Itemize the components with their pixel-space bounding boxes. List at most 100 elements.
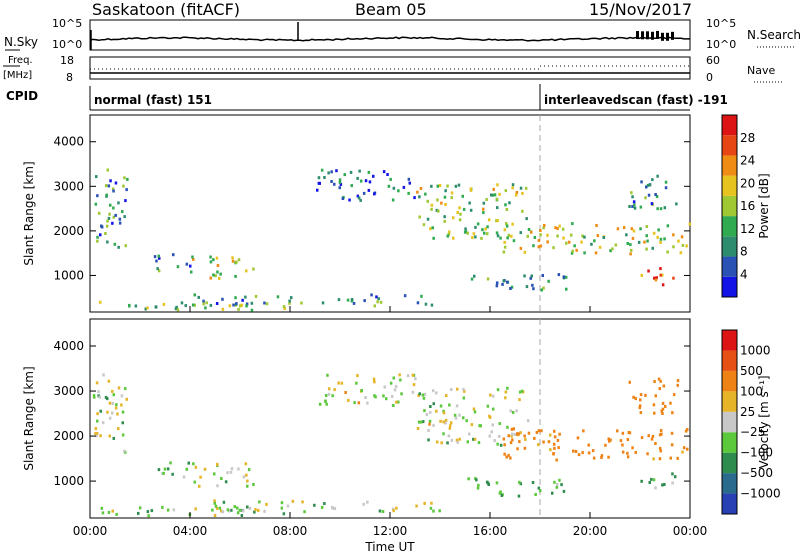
power-cell	[323, 176, 326, 179]
power-cell	[637, 240, 641, 244]
power-cell	[218, 276, 221, 280]
velocity-colorbar-segment	[722, 473, 737, 494]
velocity-cell	[439, 419, 442, 423]
power-cell	[350, 298, 354, 301]
power-cell	[452, 216, 455, 220]
power-cell	[408, 181, 411, 185]
power-cell	[107, 216, 111, 220]
power-cell	[540, 288, 543, 292]
velocity-cell	[427, 429, 430, 432]
power-cell	[368, 180, 372, 184]
velocity-cell	[640, 479, 643, 483]
velocity-cell	[98, 395, 101, 399]
velocity-cell	[93, 395, 96, 399]
velocity-cell	[652, 478, 656, 482]
velocity-ytick-4000: 4000	[53, 339, 84, 353]
velocity-cell	[258, 500, 261, 504]
velocity-cell	[428, 410, 432, 414]
velocity-cell	[415, 504, 418, 508]
velocity-cell	[472, 437, 475, 441]
power-cell	[209, 303, 213, 307]
velocity-cell	[102, 373, 105, 377]
power-cell	[359, 198, 362, 202]
power-cell	[468, 201, 471, 205]
power-cell	[235, 260, 238, 264]
xtick-label-3: 12:00	[373, 524, 408, 538]
velocity-cell	[660, 432, 663, 436]
cpid-mode-1: interleavedscan (fast) -191	[544, 93, 728, 107]
noise-burst	[651, 31, 654, 40]
power-cell	[448, 230, 451, 234]
power-cell	[537, 245, 540, 249]
velocity-cell	[425, 413, 429, 416]
velocity-cell	[147, 514, 150, 518]
velocity-cell	[653, 411, 656, 415]
velocity-cell	[458, 437, 461, 441]
power-cell	[546, 240, 549, 244]
power-cell	[403, 294, 407, 298]
velocity-cell	[664, 405, 667, 408]
velocity-cell	[553, 429, 556, 433]
velocity-cell	[446, 441, 449, 445]
power-cell	[175, 305, 178, 309]
velocity-cell	[107, 379, 111, 383]
power-cell	[98, 211, 101, 215]
velocity-cell	[534, 493, 537, 496]
velocity-cell	[506, 425, 509, 429]
power-cell	[487, 218, 491, 222]
power-cell	[537, 239, 541, 242]
power-cell	[389, 177, 392, 181]
velocity-cell	[125, 397, 128, 401]
power-ytick-4000: 4000	[53, 135, 84, 149]
velocity-cell	[121, 433, 125, 437]
velocity-cell	[458, 413, 461, 417]
velocity-cell	[647, 434, 650, 438]
velocity-cell	[607, 437, 610, 441]
velocity-cell	[676, 383, 679, 387]
velocity-cell	[634, 397, 637, 401]
nave-label: Nave	[747, 64, 775, 77]
power-cell	[573, 244, 576, 248]
velocity-cell	[428, 422, 431, 426]
power-cell	[424, 192, 427, 196]
power-cell	[234, 274, 237, 278]
power-cell	[444, 203, 447, 206]
velocity-cell	[383, 385, 386, 389]
power-cell	[106, 219, 109, 223]
velocity-cell	[111, 389, 114, 393]
power-cell	[661, 273, 664, 277]
velocity-cell	[106, 410, 109, 414]
velocity-cell	[427, 438, 430, 442]
velocity-cell	[518, 440, 521, 444]
velocity-cell	[282, 512, 286, 516]
power-cell	[630, 248, 633, 252]
power-colorbar-segment	[722, 236, 737, 257]
power-cell	[481, 228, 484, 232]
velocity-cell	[194, 465, 198, 469]
power-cell	[338, 186, 341, 190]
noise-right-label: N.Search	[747, 28, 800, 42]
velocity-cell	[609, 438, 612, 442]
power-cell	[106, 168, 109, 172]
velocity-cell	[639, 411, 643, 415]
power-cell	[276, 295, 280, 299]
power-cell	[680, 235, 684, 239]
power-cell	[339, 182, 343, 186]
power-cell	[496, 219, 499, 223]
power-cell	[146, 306, 149, 310]
velocity-cell	[392, 404, 395, 407]
power-cell	[506, 280, 509, 284]
power-cell	[114, 181, 118, 185]
velocity-cell	[124, 387, 127, 391]
power-cell	[645, 225, 649, 228]
velocity-cell	[540, 429, 543, 433]
velocity-cell	[686, 447, 689, 451]
velocity-cell	[116, 412, 119, 416]
power-cell	[531, 283, 534, 287]
power-cell	[192, 257, 195, 261]
velocity-cell	[518, 398, 521, 402]
noise-right-tick-top: 10^5	[706, 17, 736, 30]
power-cell	[99, 300, 102, 304]
velocity-cell	[280, 501, 284, 505]
velocity-cell	[245, 473, 248, 477]
